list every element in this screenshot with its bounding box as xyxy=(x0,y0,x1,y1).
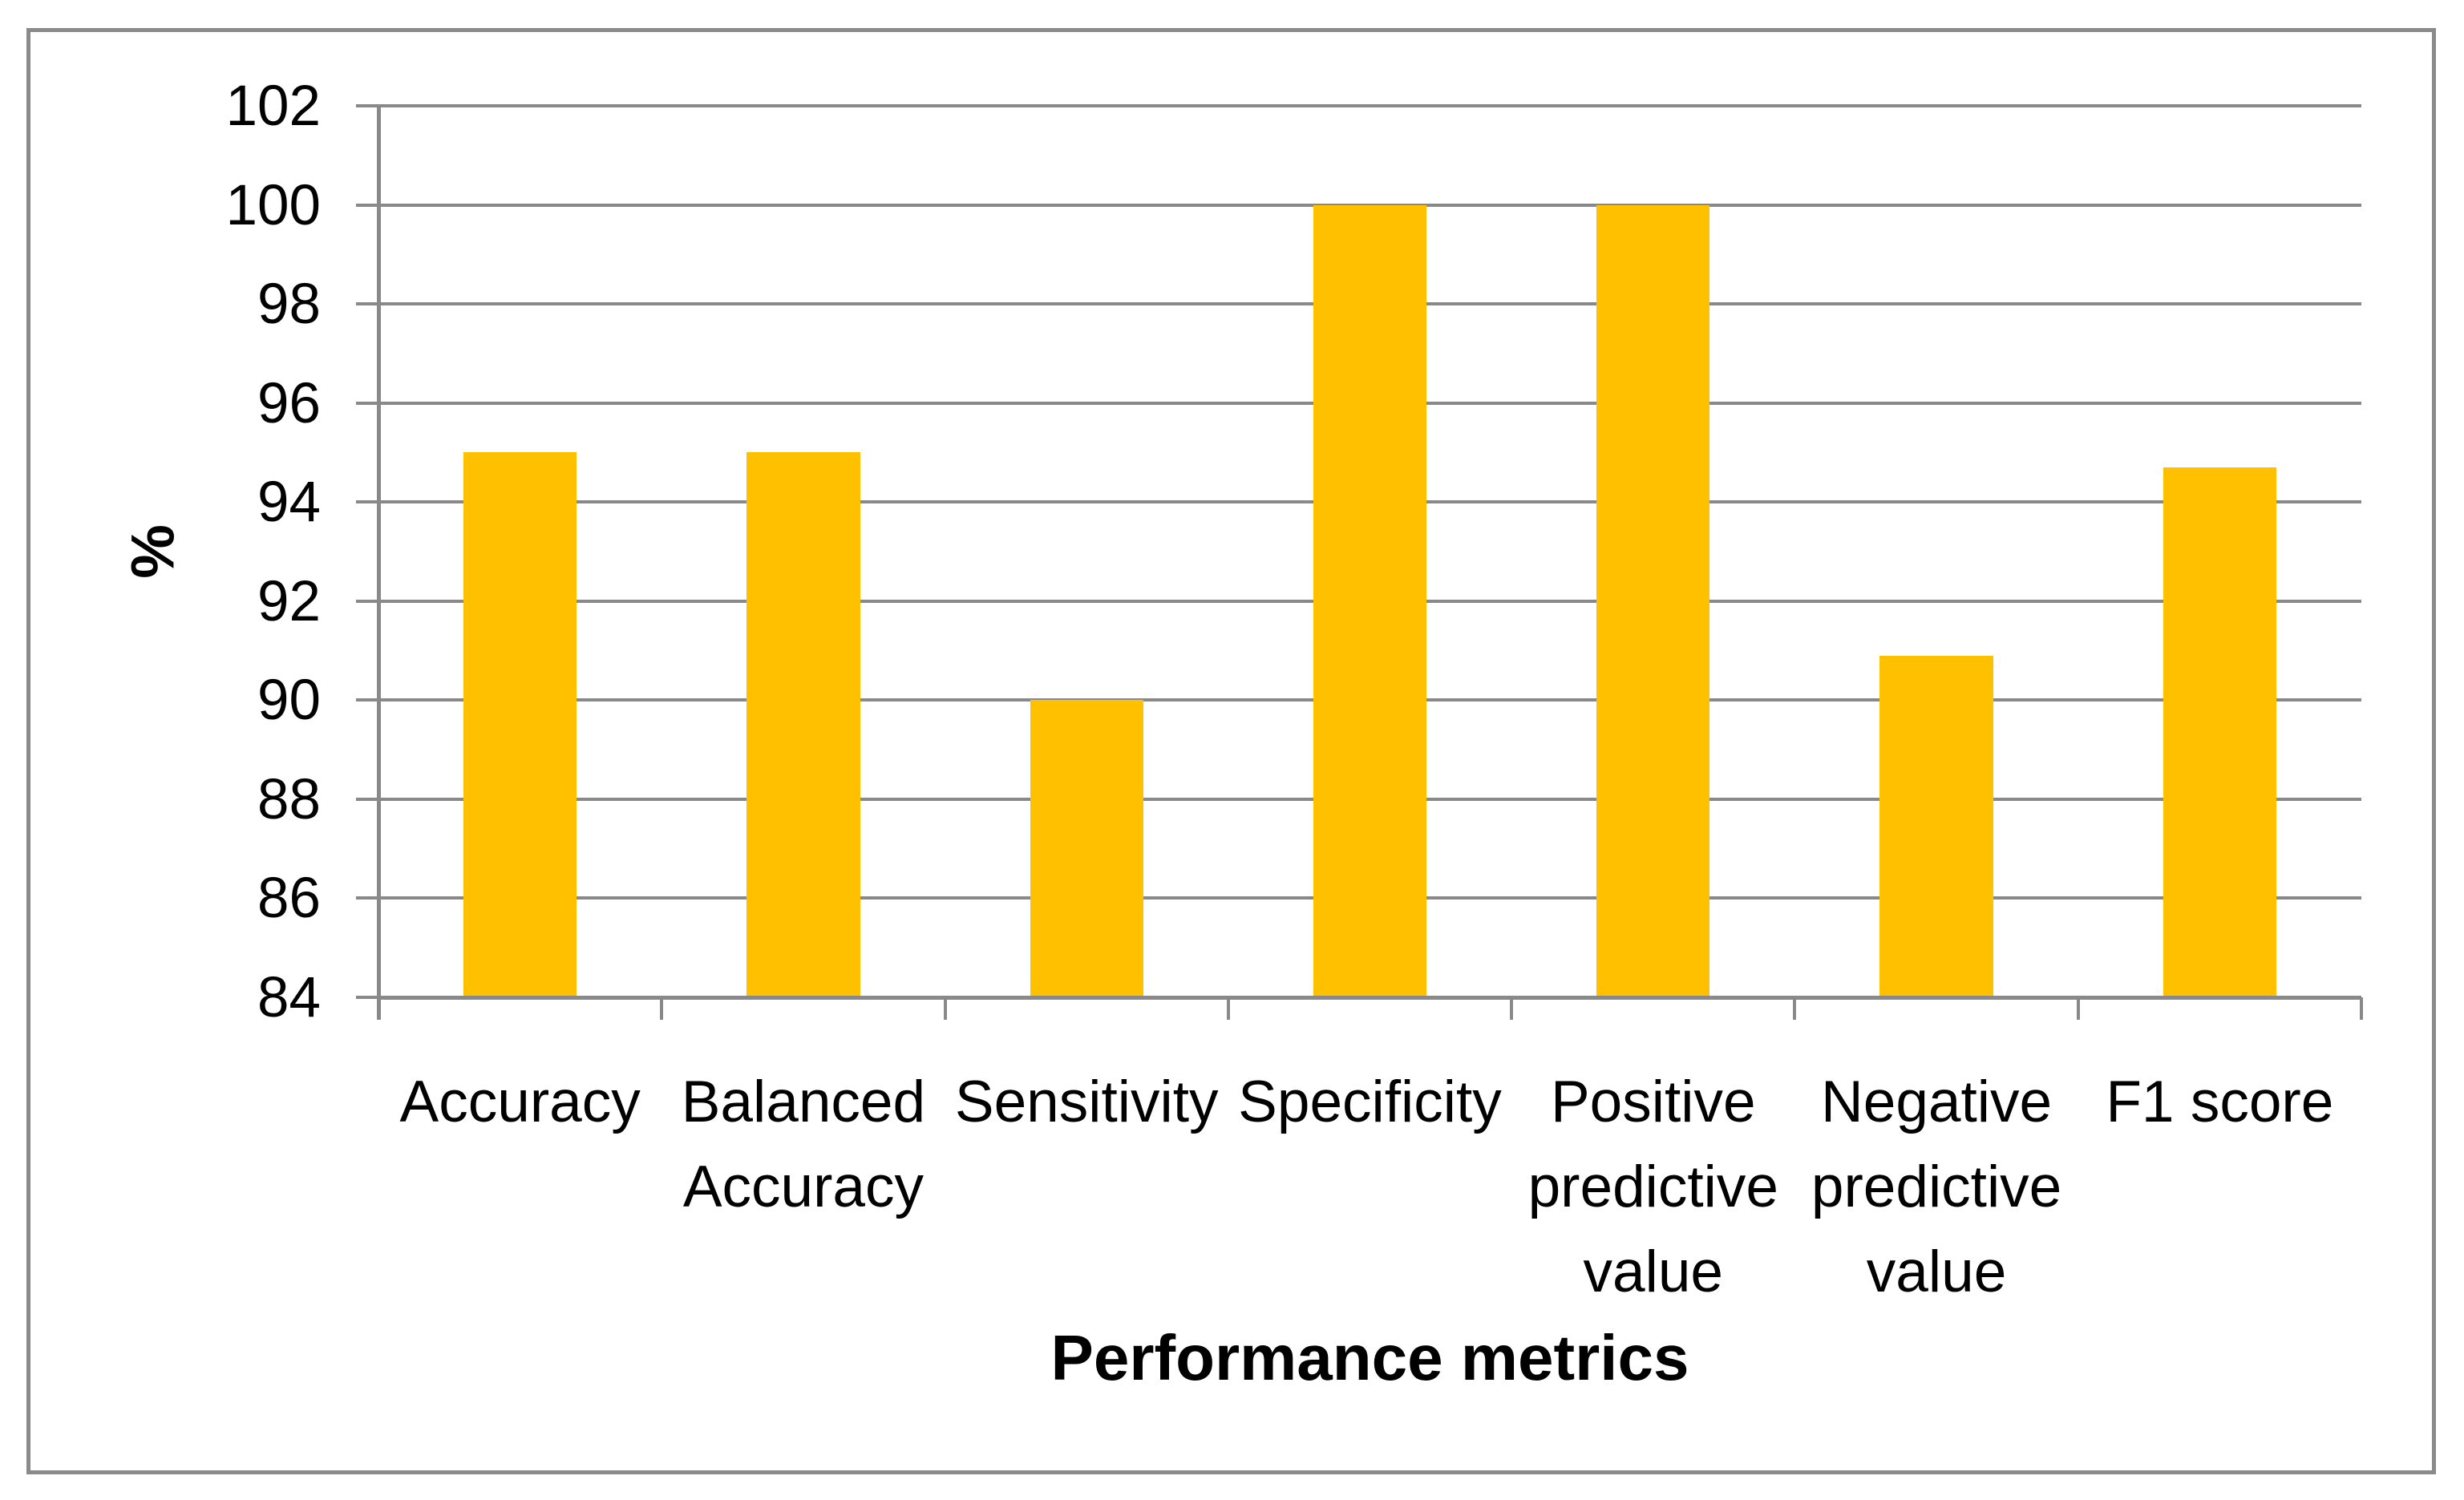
y-axis-tick xyxy=(356,401,378,405)
gridline-y-102 xyxy=(378,104,2361,107)
category-label-line: Positive xyxy=(1550,1069,1756,1134)
x-axis-tick xyxy=(1226,997,1230,1020)
x-axis-tick xyxy=(377,997,380,1020)
bar-accuracy xyxy=(463,452,577,997)
category-label-negative-predictive-value: Negative predictive value xyxy=(1794,1060,2078,1315)
y-axis-tick xyxy=(356,797,378,801)
category-label-sensitivity: Sensitivity xyxy=(945,1060,1228,1145)
y-axis-tick xyxy=(356,302,378,306)
bar-positive-predictive-value xyxy=(1596,204,1710,997)
category-label-line: Negative xyxy=(1821,1069,2053,1134)
category-label-accuracy: Accuracy xyxy=(378,1060,662,1145)
y-axis-title: % xyxy=(119,524,188,579)
bar-negative-predictive-value xyxy=(1879,655,1993,997)
category-label-line: F1 score xyxy=(2106,1069,2334,1134)
x-axis-tick xyxy=(943,997,947,1020)
category-label-line: Sensitivity xyxy=(954,1069,1219,1134)
x-axis-tick xyxy=(1793,997,1797,1020)
category-label-line: Accuracy xyxy=(399,1069,641,1134)
x-axis-tick xyxy=(660,997,664,1020)
bar-sensitivity xyxy=(1030,700,1143,997)
y-tick-label-90: 90 xyxy=(257,669,321,733)
category-label-line: predictive xyxy=(1811,1154,2062,1219)
category-label-specificity: Specificity xyxy=(1228,1060,1511,1145)
y-tick-label-84: 84 xyxy=(257,966,321,1029)
figure-border xyxy=(26,28,2436,1474)
bar-f1-score xyxy=(2163,467,2276,997)
bar-balanced-accuracy xyxy=(746,452,860,997)
bar-specificity xyxy=(1313,204,1427,997)
y-tick-label-98: 98 xyxy=(257,273,321,337)
category-label-line: predictive xyxy=(1527,1154,1778,1219)
category-label-positive-predictive-value: Positive predictive value xyxy=(1511,1060,1794,1315)
y-tick-label-88: 88 xyxy=(257,767,321,831)
y-axis-tick xyxy=(356,104,378,107)
category-label-line: Specificity xyxy=(1238,1069,1502,1134)
y-tick-label-100: 100 xyxy=(225,173,321,237)
y-axis-tick xyxy=(356,500,378,504)
x-axis-tick xyxy=(2076,997,2080,1020)
gridline-y-100 xyxy=(378,203,2361,207)
y-axis-line xyxy=(377,106,381,1020)
y-tick-label-86: 86 xyxy=(257,867,321,931)
y-axis-tick xyxy=(356,698,378,702)
category-label-line: value xyxy=(1866,1239,2007,1304)
y-axis-tick xyxy=(356,599,378,603)
y-axis-tick xyxy=(356,996,378,999)
x-axis-tick xyxy=(1510,997,1514,1020)
category-label-line: Accuracy xyxy=(682,1154,925,1219)
plot-area xyxy=(378,104,2361,997)
y-tick-label-102: 102 xyxy=(225,75,321,138)
y-tick-label-92: 92 xyxy=(257,569,321,633)
category-label-f1-score: F1 score xyxy=(2078,1060,2361,1145)
y-axis-tick xyxy=(356,203,378,207)
x-axis-line xyxy=(378,996,2361,1000)
y-tick-label-94: 94 xyxy=(257,471,321,535)
category-label-line: Balanced xyxy=(681,1069,926,1134)
y-axis-tick xyxy=(356,896,378,900)
y-tick-label-96: 96 xyxy=(257,371,321,435)
x-axis-title: Performance metrics xyxy=(1050,1322,1689,1393)
category-label-line: value xyxy=(1583,1239,1724,1304)
x-axis-tick xyxy=(2360,997,2363,1020)
category-label-balanced-accuracy: Balanced Accuracy xyxy=(662,1060,945,1230)
